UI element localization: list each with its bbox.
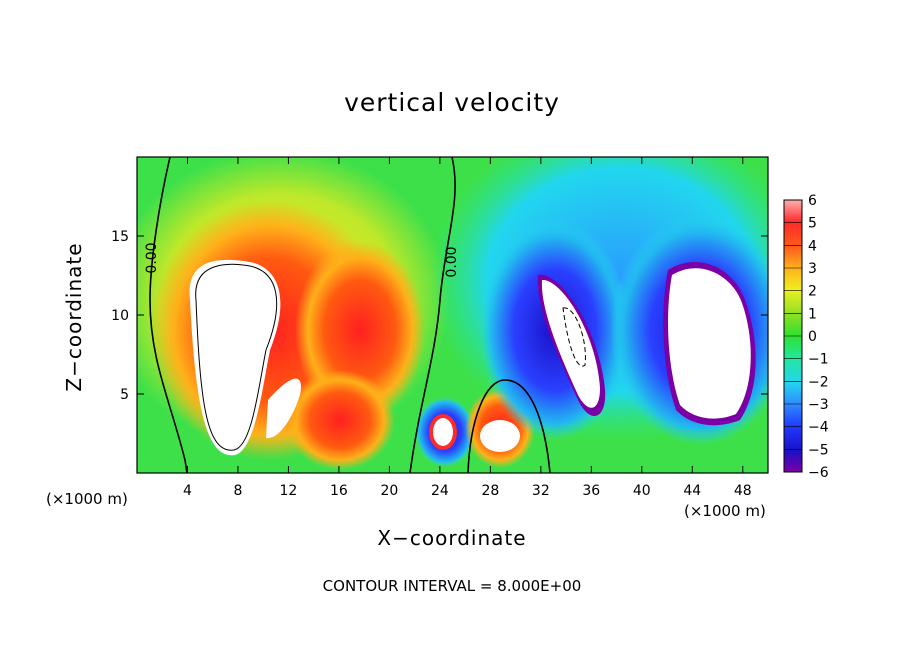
x-tick-label: 36 bbox=[582, 483, 600, 499]
colorbar-tick-label: 5 bbox=[808, 216, 817, 232]
colorbar-tick-label: 2 bbox=[808, 284, 817, 300]
colorbar-tick-label: 1 bbox=[808, 306, 817, 322]
downdraft-west-core bbox=[541, 279, 600, 408]
zero-contour-west bbox=[149, 157, 188, 473]
colorbar-tick-label: 3 bbox=[808, 261, 817, 277]
zero-contour-28 bbox=[467, 379, 551, 473]
x-axis-label: X−coordinate bbox=[377, 526, 527, 550]
x-tick-label: 16 bbox=[330, 483, 348, 499]
chart-title: vertical velocity bbox=[344, 88, 560, 117]
x-tick-label: 20 bbox=[380, 483, 398, 499]
x-tick-label: 48 bbox=[734, 483, 752, 499]
field-layer bbox=[137, 157, 768, 473]
x-tick-label: 8 bbox=[233, 483, 242, 499]
x-tick-label: 28 bbox=[481, 483, 499, 499]
x-unit-label-right: (×1000 m) bbox=[684, 502, 766, 520]
contour-downdraft-dashed bbox=[562, 307, 586, 367]
zero-contour-mid bbox=[409, 157, 456, 473]
y-tick-label: 15 bbox=[111, 229, 129, 245]
colorbar-tick-label: −3 bbox=[808, 397, 829, 413]
colorbar-tick-label: −4 bbox=[808, 420, 829, 436]
contour-updraft-core bbox=[195, 263, 278, 451]
contour-label-mid: 0.00 bbox=[444, 246, 460, 277]
x-tick-label: 12 bbox=[280, 483, 298, 499]
downdraft-east-core bbox=[668, 268, 751, 419]
x-axis-ticks: 4 8 12 16 20 24 28 32 36 40 44 48 bbox=[183, 157, 752, 499]
colorbar-tick-label: −1 bbox=[808, 352, 829, 368]
updraft-core-2 bbox=[266, 378, 301, 439]
x-tick-label: 24 bbox=[431, 483, 449, 499]
colorbar-tick-label: 0 bbox=[808, 329, 817, 345]
updraft-28-core bbox=[480, 420, 520, 452]
colorbar-tick-label: −2 bbox=[808, 374, 829, 390]
x-tick-label: 32 bbox=[532, 483, 550, 499]
y-tick-label: 10 bbox=[111, 308, 129, 324]
colorbar-ticks: 6 5 4 3 2 1 0 −1 −2 −3 −4 −5 −6 bbox=[784, 193, 829, 481]
y-axis-ticks: 5 10 15 bbox=[111, 229, 768, 403]
x-unit-label-left: (×1000 m) bbox=[46, 490, 128, 508]
y-tick-label: 5 bbox=[120, 387, 129, 403]
updraft-24-core bbox=[433, 418, 453, 446]
x-tick-label: 40 bbox=[633, 483, 651, 499]
contour-label-west: 0.00 bbox=[144, 242, 160, 273]
colorbar-tick-label: 6 bbox=[808, 193, 817, 209]
updraft-core bbox=[189, 259, 281, 456]
colorbar-tick-label: −5 bbox=[808, 442, 829, 458]
x-tick-label: 4 bbox=[183, 483, 192, 499]
updraft-low-halo bbox=[285, 370, 395, 470]
colorbar-tick-label: −6 bbox=[808, 465, 829, 481]
contour-interval-note: CONTOUR INTERVAL = 8.000E+00 bbox=[322, 577, 582, 595]
colorbar-tick-label: 4 bbox=[808, 238, 817, 254]
y-axis-label: Z−coordinate bbox=[62, 242, 86, 392]
x-tick-label: 44 bbox=[683, 483, 701, 499]
